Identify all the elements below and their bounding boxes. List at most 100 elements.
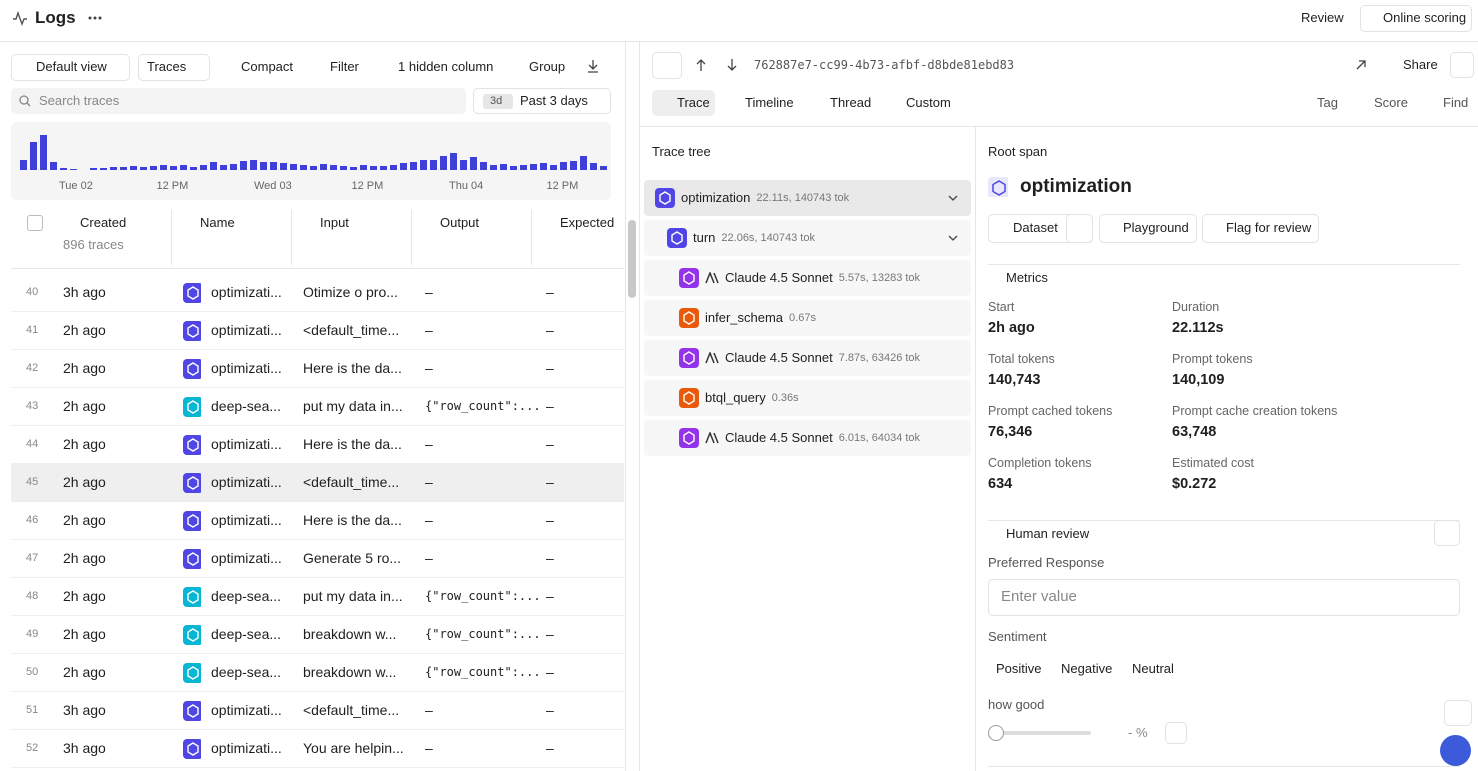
name-cell[interactable]: optimizati...	[211, 512, 282, 528]
output-cell[interactable]: {"row_count":...	[425, 665, 541, 679]
expected-cell[interactable]: –	[546, 474, 554, 490]
expand-button[interactable]	[1434, 520, 1460, 546]
down-arrow[interactable]	[726, 58, 738, 72]
expected-cell[interactable]: –	[546, 588, 554, 604]
output-cell[interactable]: {"row_count":...	[425, 399, 541, 413]
search-box[interactable]	[11, 88, 466, 114]
created-cell[interactable]: 2h ago	[63, 626, 106, 642]
input-cell[interactable]: You are helpin...	[303, 740, 404, 756]
toolbar-box[interactable]	[138, 54, 210, 81]
select-all-checkbox[interactable]	[27, 215, 43, 231]
column-header[interactable]: Output	[440, 215, 480, 230]
input-cell[interactable]: put my data in...	[303, 398, 403, 414]
close-button[interactable]	[1450, 52, 1474, 78]
playground-button[interactable]: Playground	[1123, 220, 1189, 235]
output-cell[interactable]: {"row_count":...	[425, 589, 541, 603]
span-name[interactable]: Claude 4.5 Sonnet	[725, 270, 833, 285]
flag-button[interactable]: Flag for review	[1226, 220, 1312, 235]
name-cell[interactable]: deep-sea...	[211, 588, 282, 604]
expected-cell[interactable]: –	[546, 360, 554, 376]
column-header[interactable]: Name	[200, 215, 235, 230]
tool-button[interactable]: Score	[1374, 95, 1408, 110]
name-cell[interactable]: optimizati...	[211, 436, 282, 452]
output-cell[interactable]: –	[425, 322, 433, 338]
dataset-button[interactable]: Dataset	[1013, 220, 1058, 235]
expected-cell[interactable]: –	[546, 740, 554, 756]
tool-button[interactable]: Tag	[1317, 95, 1338, 110]
tab[interactable]: Trace	[677, 95, 710, 110]
output-cell[interactable]: –	[425, 512, 433, 528]
slider-track[interactable]	[995, 731, 1091, 735]
playground-box[interactable]	[1099, 214, 1197, 243]
expected-cell[interactable]: –	[546, 512, 554, 528]
review-title[interactable]: Human review	[1006, 526, 1090, 541]
name-cell[interactable]: optimizati...	[211, 740, 282, 756]
name-cell[interactable]: deep-sea...	[211, 626, 282, 642]
toolbar-button[interactable]: Compact	[241, 59, 294, 74]
created-cell[interactable]: 2h ago	[63, 398, 106, 414]
textarea[interactable]	[988, 579, 1460, 616]
span-name[interactable]: turn	[693, 230, 716, 245]
span-name[interactable]: infer_schema	[705, 310, 784, 325]
output-cell[interactable]: –	[425, 702, 433, 718]
download-icon[interactable]	[586, 59, 600, 73]
toolbar-button[interactable]: Group	[529, 59, 566, 74]
more-box[interactable]	[1066, 214, 1093, 243]
column-header[interactable]: Expected	[560, 215, 615, 230]
expected-cell[interactable]: –	[546, 284, 554, 300]
output-cell[interactable]: –	[425, 474, 433, 490]
toolbar-button[interactable]: Filter	[330, 59, 359, 74]
tab[interactable]: Thread	[830, 95, 872, 110]
tree-row[interactable]	[644, 220, 971, 256]
created-cell[interactable]: 2h ago	[63, 474, 106, 490]
output-cell[interactable]: –	[425, 740, 433, 756]
expected-cell[interactable]: –	[546, 322, 554, 338]
tree-row[interactable]	[644, 180, 971, 216]
clear-button[interactable]	[1165, 722, 1187, 744]
share-button[interactable]: Share	[1403, 57, 1438, 72]
sentiment-option[interactable]: Negative	[1061, 661, 1113, 676]
created-cell[interactable]: 2h ago	[63, 436, 106, 452]
chat-button[interactable]	[1440, 735, 1471, 766]
input-cell[interactable]: breakdown w...	[303, 664, 397, 680]
input-cell[interactable]: <default_time...	[303, 474, 400, 490]
name-cell[interactable]: optimizati...	[211, 550, 282, 566]
name-cell[interactable]: optimizati...	[211, 474, 282, 490]
created-cell[interactable]: 2h ago	[63, 322, 106, 338]
input-cell[interactable]: Otimize o pro...	[303, 284, 398, 300]
name-cell[interactable]: deep-sea...	[211, 398, 282, 414]
input-cell[interactable]: Here is the da...	[303, 360, 402, 376]
toolbar-button[interactable]: 1 hidden column	[398, 59, 494, 74]
span-name[interactable]: btql_query	[705, 390, 766, 405]
name-cell[interactable]: optimizati...	[211, 702, 282, 718]
up-arrow[interactable]	[695, 58, 707, 72]
online-scoring-box[interactable]	[1360, 5, 1472, 32]
created-cell[interactable]: 3h ago	[63, 740, 106, 756]
range-button[interactable]: Past 3 days	[520, 93, 588, 108]
slider-knob[interactable]	[988, 725, 1004, 741]
sentiment-option[interactable]: Neutral	[1132, 661, 1174, 676]
expected-cell[interactable]: –	[546, 550, 554, 566]
collapse-icon[interactable]	[948, 235, 958, 241]
expected-cell[interactable]: –	[546, 702, 554, 718]
toolbar-box[interactable]	[11, 54, 130, 81]
online-scoring-button[interactable]: Online scoring	[1383, 10, 1467, 25]
name-cell[interactable]: optimizati...	[211, 360, 282, 376]
created-cell[interactable]: 2h ago	[63, 360, 106, 376]
input-cell[interactable]: Here is the da...	[303, 512, 402, 528]
output-cell[interactable]: –	[425, 550, 433, 566]
tab[interactable]: Timeline	[745, 95, 794, 110]
flag-box[interactable]	[1202, 214, 1319, 243]
focus-button[interactable]	[652, 52, 682, 79]
review-button[interactable]: Review	[1301, 10, 1344, 25]
toolbar-button[interactable]: Traces	[147, 59, 187, 74]
toolbar-button[interactable]: Default view	[36, 59, 107, 74]
expected-cell[interactable]: –	[546, 664, 554, 680]
name-cell[interactable]: optimizati...	[211, 322, 282, 338]
output-cell[interactable]: –	[425, 284, 433, 300]
more-icon[interactable]	[87, 14, 103, 22]
column-header[interactable]: Created	[80, 215, 127, 230]
input-cell[interactable]: put my data in...	[303, 588, 403, 604]
span-name[interactable]: Claude 4.5 Sonnet	[725, 430, 833, 445]
expected-cell[interactable]: –	[546, 436, 554, 452]
